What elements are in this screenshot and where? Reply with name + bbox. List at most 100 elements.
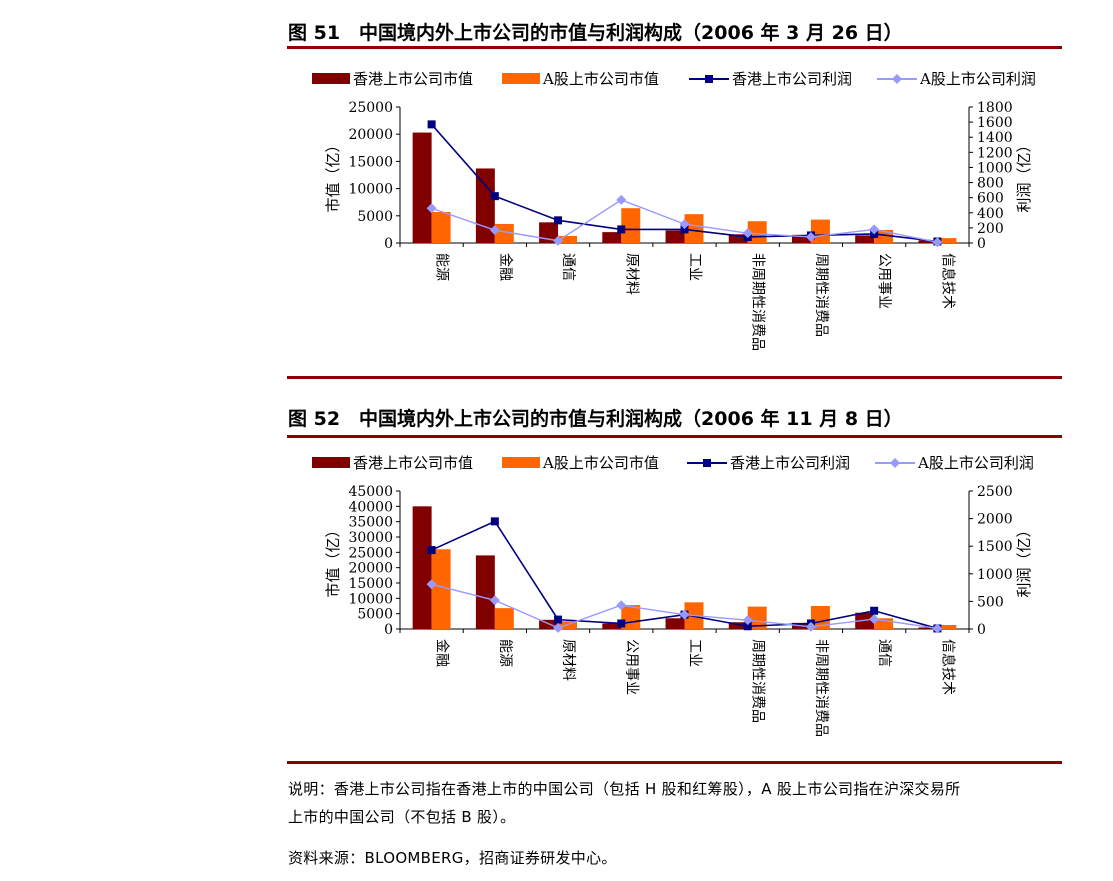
category-label: 通信 <box>876 639 892 667</box>
bar-hk-value <box>728 622 748 629</box>
category-label: 公用事业 <box>623 639 639 695</box>
title-rule <box>287 435 1062 438</box>
point-hk-profit <box>490 192 499 201</box>
point-hk-profit <box>554 216 563 225</box>
bar-hk-value <box>665 618 685 629</box>
right-tick-label: 2000 <box>977 512 1013 528</box>
category-label: 周期性消费品 <box>750 639 766 723</box>
category-label: 原材料 <box>623 253 639 295</box>
point-hk-profit <box>490 517 499 526</box>
legend-swatch <box>312 457 350 468</box>
y-axis-title-right: 利润（亿） <box>1015 522 1033 597</box>
left-tick-label: 5000 <box>357 209 393 225</box>
point-a-profit <box>742 228 753 239</box>
legend-label: A股上市公司市值 <box>542 454 659 472</box>
bar-a-value <box>494 223 514 243</box>
category-label: 周期性消费品 <box>813 253 829 337</box>
bar-a-value <box>937 238 957 243</box>
legend-marker <box>705 75 713 83</box>
bar-a-value <box>810 219 830 243</box>
point-a-profit <box>932 623 943 634</box>
bar-a-value <box>431 549 451 629</box>
point-hk-profit <box>680 225 689 234</box>
right-tick-label: 800 <box>977 176 1004 192</box>
legend-label: 香港上市公司市值 <box>353 454 473 472</box>
right-tick-label: 500 <box>977 594 1004 610</box>
note-line-1: 说明：香港上市公司指在香港上市的中国公司（包括 H 股和红筹股），A 股上市公司… <box>288 780 961 798</box>
bar-hk-value <box>602 232 622 243</box>
category-label: 通信 <box>560 253 576 281</box>
bottom-rule <box>287 761 1062 764</box>
right-tick-label: 200 <box>977 221 1004 237</box>
point-a-profit <box>805 621 816 632</box>
bar-a-value <box>494 608 514 629</box>
bar-a-value <box>431 211 451 243</box>
bar-hk-value <box>728 234 748 243</box>
legend-label: 香港上市公司利润 <box>730 454 850 472</box>
legend-label: A股上市公司利润 <box>917 454 1034 472</box>
point-a-profit <box>679 609 690 620</box>
legend-label: 香港上市公司市值 <box>353 70 473 88</box>
left-tick-label: 5000 <box>357 607 393 623</box>
point-hk-profit <box>617 225 626 234</box>
point-hk-profit <box>554 615 563 624</box>
right-tick-label: 1000 <box>977 567 1013 583</box>
right-tick-label: 600 <box>977 191 1004 207</box>
bottom-rule <box>287 376 1062 379</box>
bar-a-value <box>747 606 767 629</box>
right-tick-label: 1200 <box>977 145 1013 161</box>
left-tick-label: 10000 <box>348 591 393 607</box>
point-a-profit <box>553 235 564 246</box>
left-tick-label: 10000 <box>348 182 393 198</box>
left-tick-label: 40000 <box>348 499 393 515</box>
right-tick-label: 1800 <box>977 100 1013 116</box>
legend: 香港上市公司市值 A股上市公司市值 香港上市公司利润 A股上市公司利润 <box>312 70 1036 88</box>
legend-swatch <box>502 73 540 84</box>
figure-52-title: 图 52 中国境内外上市公司的市值与利润构成（2006 年 11 月 8 日） <box>288 408 903 430</box>
right-tick-label: 1500 <box>977 539 1013 555</box>
point-hk-profit <box>427 546 436 555</box>
point-a-profit <box>932 237 943 248</box>
right-tick-label: 0 <box>977 236 986 252</box>
bar-a-value <box>684 214 704 243</box>
y-axis-title-right: 利润（亿） <box>1015 137 1033 212</box>
right-tick-label: 0 <box>977 622 986 638</box>
category-label: 金融 <box>434 639 450 667</box>
point-a-profit <box>869 224 880 235</box>
source-line: 资料来源：BLOOMBERG，招商证券研发中心。 <box>288 849 617 867</box>
legend: 香港上市公司市值 A股上市公司市值 香港上市公司利润 A股上市公司利润 <box>312 454 1034 472</box>
point-a-profit <box>616 194 627 205</box>
note-line-2: 上市的中国公司（不包括 B 股）。 <box>288 808 516 826</box>
left-tick-label: 15000 <box>348 576 393 592</box>
bar-hk-value <box>475 168 495 243</box>
chart-51: 香港上市公司市值 A股上市公司市值 香港上市公司利润 A股上市公司利润 0 5000 100… <box>312 70 1036 351</box>
bar-a-value <box>874 618 894 629</box>
category-label: 金融 <box>497 253 513 281</box>
bar-a-value <box>558 235 578 243</box>
point-a-profit <box>742 615 753 626</box>
bar-hk-value <box>918 627 938 629</box>
point-hk-profit <box>617 619 626 628</box>
bar-hk-value <box>665 230 685 243</box>
title-rule <box>287 46 1062 49</box>
category-label: 信息技术 <box>939 253 956 309</box>
category-label: 原材料 <box>560 639 576 681</box>
category-label: 公用事业 <box>876 253 892 309</box>
right-tick-label: 2500 <box>977 484 1013 500</box>
left-tick-label: 15000 <box>348 154 393 170</box>
left-tick-label: 20000 <box>348 127 393 143</box>
category-label: 工业 <box>687 253 703 281</box>
bar-a-value <box>874 229 894 243</box>
point-a-profit <box>869 614 880 625</box>
point-a-profit <box>679 219 690 230</box>
left-tick-label: 45000 <box>348 484 393 500</box>
legend-marker <box>703 459 711 467</box>
figure-51-title: 图 51 中国境内外上市公司的市值与利润构成（2006 年 3 月 26 日） <box>288 22 903 44</box>
bar-a-value <box>621 208 641 243</box>
legend-swatch <box>312 73 350 84</box>
bar-a-value <box>937 625 957 629</box>
point-a-profit <box>426 203 437 214</box>
point-hk-profit <box>743 622 752 631</box>
left-tick-label: 30000 <box>348 530 393 546</box>
left-tick-label: 35000 <box>348 515 393 531</box>
